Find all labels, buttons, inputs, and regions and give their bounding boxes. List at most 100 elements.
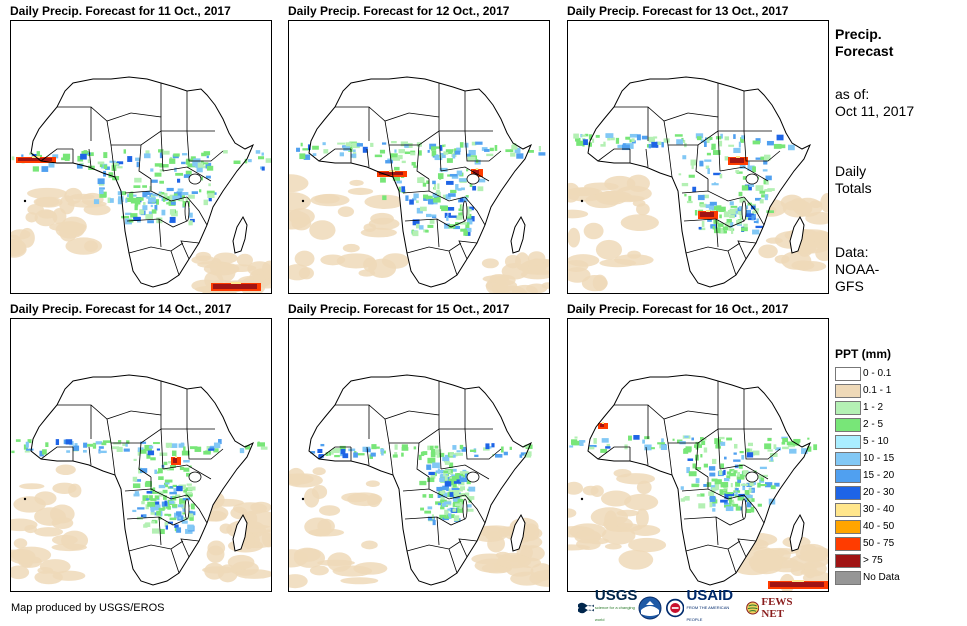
precip-cell (428, 471, 435, 476)
precip-cell (396, 180, 402, 184)
precip-cell (410, 150, 416, 154)
dry-ocean-patch (629, 524, 661, 536)
usaid-tagline: FROM THE AMERICAN PEOPLE (686, 605, 730, 622)
precip-cell (177, 504, 184, 508)
dry-ocean-patch (327, 552, 352, 572)
precip-cell (437, 468, 440, 474)
precip-cell (755, 157, 762, 160)
precip-cell (759, 190, 766, 194)
precip-cell (761, 474, 768, 477)
precip-cell (718, 140, 723, 147)
precip-cell (62, 153, 71, 160)
precip-cell (448, 193, 456, 197)
precip-cell (770, 485, 776, 490)
precip-cell (208, 448, 215, 451)
precip-cell (189, 465, 192, 468)
precip-cell (174, 524, 179, 528)
precip-cell (706, 137, 710, 143)
precip-cell (192, 160, 198, 167)
precip-cell (203, 151, 211, 156)
precip-cell (718, 469, 723, 476)
country-border (170, 240, 200, 276)
precip-cell (703, 463, 708, 468)
precip-cell (158, 476, 164, 481)
dry-ocean-patch (51, 534, 78, 546)
precip-cell (709, 501, 713, 508)
precip-cell (605, 446, 611, 449)
moderate-precip-cell (475, 168, 479, 170)
precip-cell (503, 451, 508, 456)
precip-cell (684, 496, 690, 501)
precip-cell (381, 451, 384, 456)
precip-cell (125, 443, 128, 447)
country-border (110, 428, 164, 478)
precip-cell (686, 467, 690, 474)
precip-cell (605, 133, 612, 138)
dry-ocean-patch (599, 258, 637, 268)
precip-cell (162, 495, 167, 500)
precip-cell (153, 442, 160, 445)
precip-cell (574, 436, 578, 439)
precip-cell (759, 466, 767, 470)
precip-cell (203, 199, 209, 206)
precip-cell (766, 210, 774, 214)
precip-cell (415, 223, 420, 229)
precip-cell (307, 144, 311, 150)
dry-ocean-patch (320, 254, 346, 266)
precip-cell (449, 468, 457, 472)
precip-cell (644, 436, 650, 440)
legend-label: 0.1 - 1 (863, 385, 892, 396)
moderate-precip-cell (231, 282, 241, 284)
precip-cell (146, 453, 151, 459)
precip-cell (733, 147, 741, 154)
africa-map (288, 20, 550, 294)
moderate-precip-cell (706, 210, 710, 212)
precip-cell (176, 485, 183, 492)
precip-cell (93, 199, 100, 205)
country-border (128, 218, 184, 254)
precip-cell (142, 495, 149, 501)
precip-cell (146, 498, 150, 501)
precip-cell (371, 444, 377, 450)
precip-cell (161, 209, 166, 216)
lake-victoria (188, 173, 202, 185)
country-border (614, 404, 689, 439)
precip-cell (443, 144, 446, 147)
precip-cell (48, 162, 55, 168)
island-dot (301, 199, 305, 203)
precip-cell (109, 198, 114, 203)
dry-ocean-patch (215, 262, 236, 282)
precip-cell (801, 448, 808, 454)
precip-cell (159, 169, 165, 172)
precip-cell (445, 152, 449, 155)
precip-cell (464, 227, 472, 233)
precip-cell (418, 150, 422, 156)
precip-cell (747, 442, 754, 447)
country-border (727, 538, 757, 574)
precip-cell (688, 471, 697, 477)
dry-ocean-patch (635, 508, 649, 528)
precip-cell (133, 458, 137, 461)
dry-ocean-patch (618, 549, 654, 570)
precip-cell (223, 150, 228, 154)
country-border (40, 446, 92, 466)
dry-ocean-patch (11, 565, 30, 580)
precip-cell (700, 436, 704, 441)
usaid-wordmark: USAID (686, 587, 734, 604)
precip-cell (206, 446, 210, 451)
precip-cell (458, 222, 467, 225)
precip-cell (125, 198, 128, 203)
precip-cell (629, 139, 632, 143)
precip-cell (165, 525, 169, 530)
precip-cell (74, 443, 78, 448)
dry-ocean-patch (636, 480, 652, 495)
precip-cell (152, 520, 158, 524)
precip-cell (730, 205, 738, 208)
precip-cell (603, 141, 606, 145)
dry-ocean-patch (227, 554, 255, 570)
precip-cell (755, 138, 761, 143)
precip-cell (711, 478, 718, 482)
precip-cell (729, 214, 735, 219)
precip-cell (164, 513, 169, 516)
precip-cell (442, 456, 450, 462)
